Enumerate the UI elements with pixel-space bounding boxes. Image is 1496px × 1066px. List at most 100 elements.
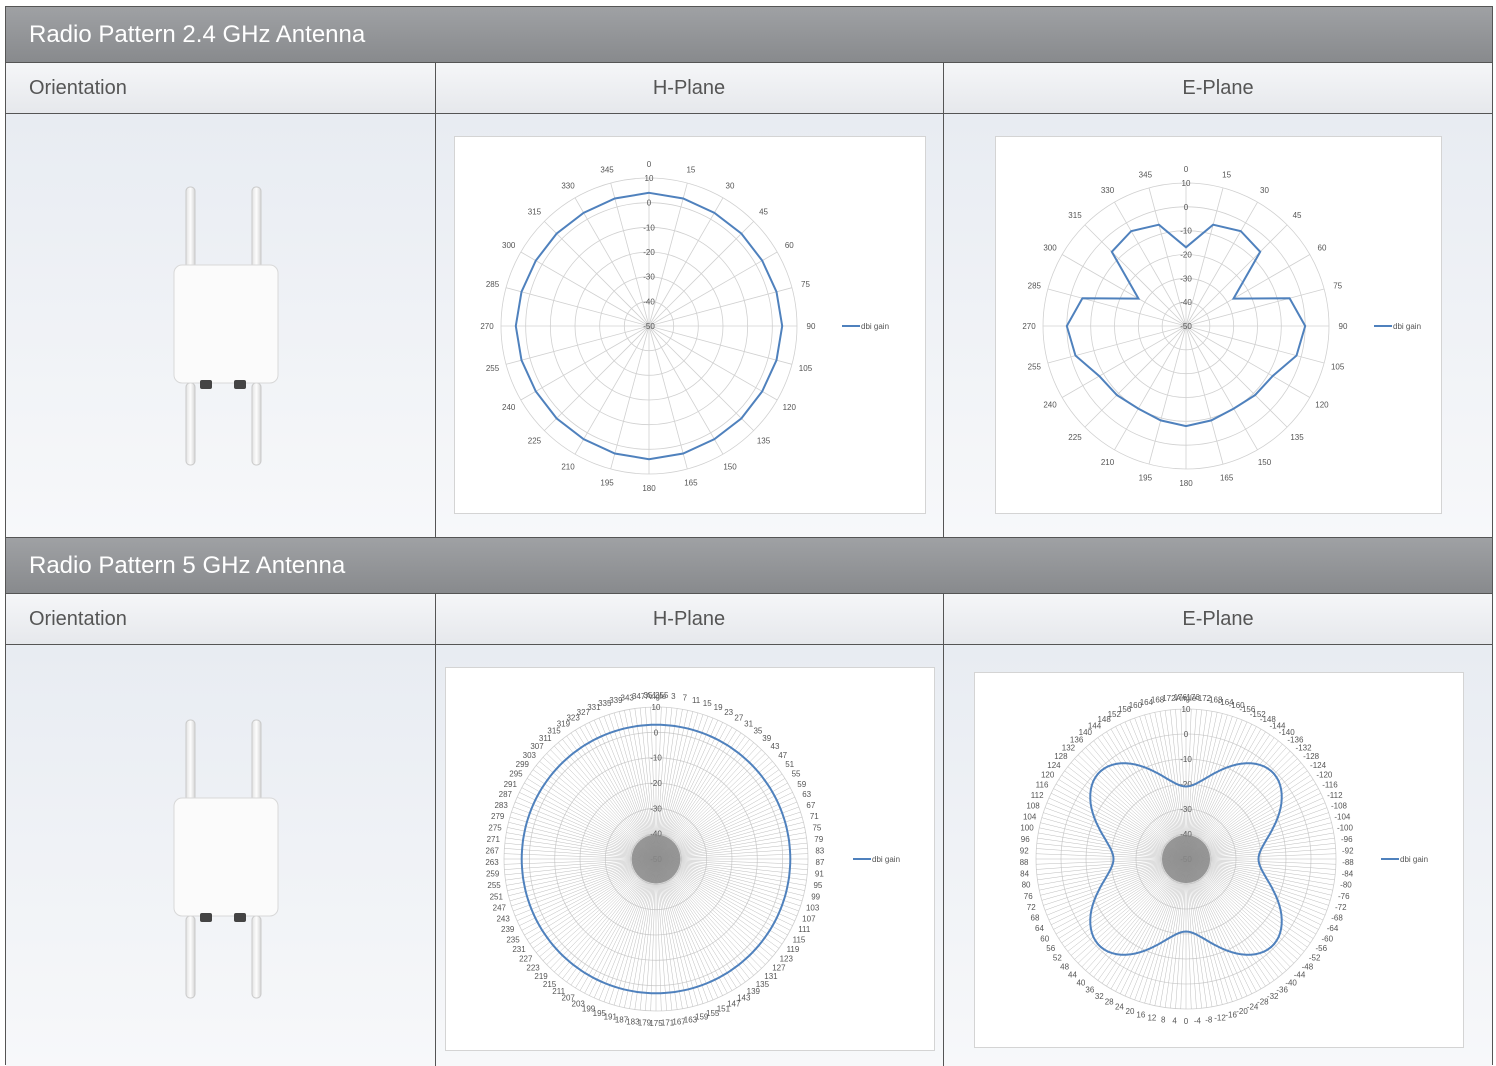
- grid-spoke: [655, 749, 762, 860]
- series-line-dbi-gain: [514, 191, 784, 461]
- angle-label: 207: [562, 994, 576, 1003]
- grid-spoke: [1115, 858, 1187, 992]
- grid-spoke: [639, 707, 657, 860]
- angle-label: 20: [1126, 1007, 1135, 1016]
- grid-spoke: [1074, 858, 1187, 960]
- grid-spoke: [655, 858, 723, 996]
- angle-label: 180: [1179, 479, 1193, 488]
- grid-spoke: [1185, 713, 1223, 860]
- radial-tick-label: -40: [643, 297, 655, 306]
- grid-spoke: [655, 753, 766, 860]
- grid-spoke: [505, 837, 657, 860]
- grid-spoke: [1185, 858, 1287, 971]
- angle-label: 91: [815, 869, 824, 878]
- grid-spoke: [1185, 858, 1275, 981]
- grid-spoke: [505, 287, 650, 327]
- angle-label: 75: [812, 823, 821, 832]
- column-labels-row: Orientation H-Plane E-Plane: [6, 63, 1492, 114]
- grid-spoke: [1055, 783, 1187, 860]
- grid-spoke: [1067, 858, 1187, 952]
- angle-label: 56: [1046, 944, 1055, 953]
- grid-spoke: [1185, 858, 1317, 935]
- radial-tick-label: 10: [1182, 705, 1191, 714]
- angle-label: 0: [1184, 1017, 1189, 1026]
- grid-spoke: [655, 858, 766, 965]
- grid-spoke: [1149, 713, 1187, 860]
- radial-tick-label: 0: [654, 728, 659, 737]
- grid-spoke: [1058, 779, 1187, 860]
- radial-tick-label: -10: [643, 223, 655, 232]
- grid-spoke: [1106, 731, 1187, 860]
- grid-spoke: [655, 782, 788, 860]
- angle-label: 31: [744, 720, 753, 729]
- grid-spoke: [1040, 822, 1187, 860]
- grid-spoke: [1148, 187, 1187, 327]
- grid-spoke: [1185, 710, 1208, 860]
- angle-label: 0: [1184, 165, 1189, 174]
- angle-label: -108: [1331, 802, 1348, 811]
- grid-spoke: [1185, 858, 1223, 1005]
- grid-spoke: [1185, 726, 1257, 860]
- angle-label: 343: [621, 694, 635, 703]
- grid-spoke: [1185, 858, 1192, 1009]
- grid-spoke: [655, 707, 662, 860]
- grid-spoke: [1185, 858, 1302, 956]
- grid-spoke: [655, 858, 808, 876]
- angle-label: 225: [528, 437, 542, 446]
- grid-spoke: [554, 858, 657, 973]
- grid-spoke: [504, 853, 657, 860]
- grid-spoke: [562, 858, 657, 979]
- grid-spoke: [1185, 858, 1321, 925]
- grid-spoke: [589, 858, 657, 996]
- grid-spoke: [536, 765, 657, 860]
- grid-spoke: [520, 325, 650, 401]
- angle-label: 311: [539, 734, 552, 743]
- radial-tick-label: -30: [1180, 274, 1192, 283]
- angle-label: -152: [1250, 710, 1267, 719]
- angle-label: -68: [1331, 914, 1343, 923]
- grid-spoke: [1084, 224, 1187, 327]
- angle-label: -144: [1269, 721, 1286, 730]
- grid-spoke: [504, 858, 657, 870]
- angle-label: 155: [706, 1009, 720, 1018]
- angle-label: -124: [1310, 761, 1327, 770]
- grid-spoke: [1185, 858, 1262, 990]
- grid-spoke: [655, 858, 783, 945]
- angle-label: -44: [1294, 971, 1306, 980]
- grid-spoke: [655, 848, 808, 860]
- grid-spoke: [514, 858, 657, 917]
- angle-label: 319: [557, 720, 571, 729]
- grid-spoke: [1093, 858, 1187, 978]
- angle-label: 259: [486, 869, 500, 878]
- grid-spoke: [1185, 858, 1308, 948]
- angle-label: 44: [1068, 971, 1077, 980]
- grid-spoke: [1185, 737, 1275, 860]
- angle-label: 111: [798, 925, 811, 934]
- angle-label: 59: [797, 780, 806, 789]
- angle-label: 40: [1076, 978, 1085, 987]
- grid-spoke: [575, 729, 657, 860]
- grid-spoke: [1185, 858, 1295, 964]
- grid-spoke: [1185, 758, 1298, 860]
- grid-spoke: [648, 287, 793, 327]
- angle-label: 351: [644, 691, 658, 700]
- angle-label: 235: [506, 935, 520, 944]
- h-plane-chart-5ghz: 100-10-20-30-40-503553711151923273135394…: [445, 667, 935, 1051]
- grid-spoke: [508, 858, 657, 897]
- grid-spoke: [550, 749, 657, 860]
- grid-spoke: [511, 811, 657, 860]
- legend-label: dbi gain: [1400, 855, 1428, 864]
- grid-spoke: [598, 858, 657, 1001]
- grid-core: [631, 834, 681, 884]
- grid-spoke: [1046, 858, 1187, 916]
- angle-label: 183: [626, 1017, 640, 1026]
- grid-spoke: [1185, 709, 1192, 860]
- grid-spoke: [1051, 858, 1187, 925]
- angle-label: -16: [1225, 1011, 1237, 1020]
- angle-label: 120: [1315, 401, 1329, 410]
- grid-spoke: [648, 325, 778, 401]
- grid-spoke: [655, 707, 673, 860]
- angle-label: 167: [672, 1017, 686, 1026]
- grid-spoke: [1185, 858, 1305, 952]
- grid-spoke: [645, 858, 657, 1011]
